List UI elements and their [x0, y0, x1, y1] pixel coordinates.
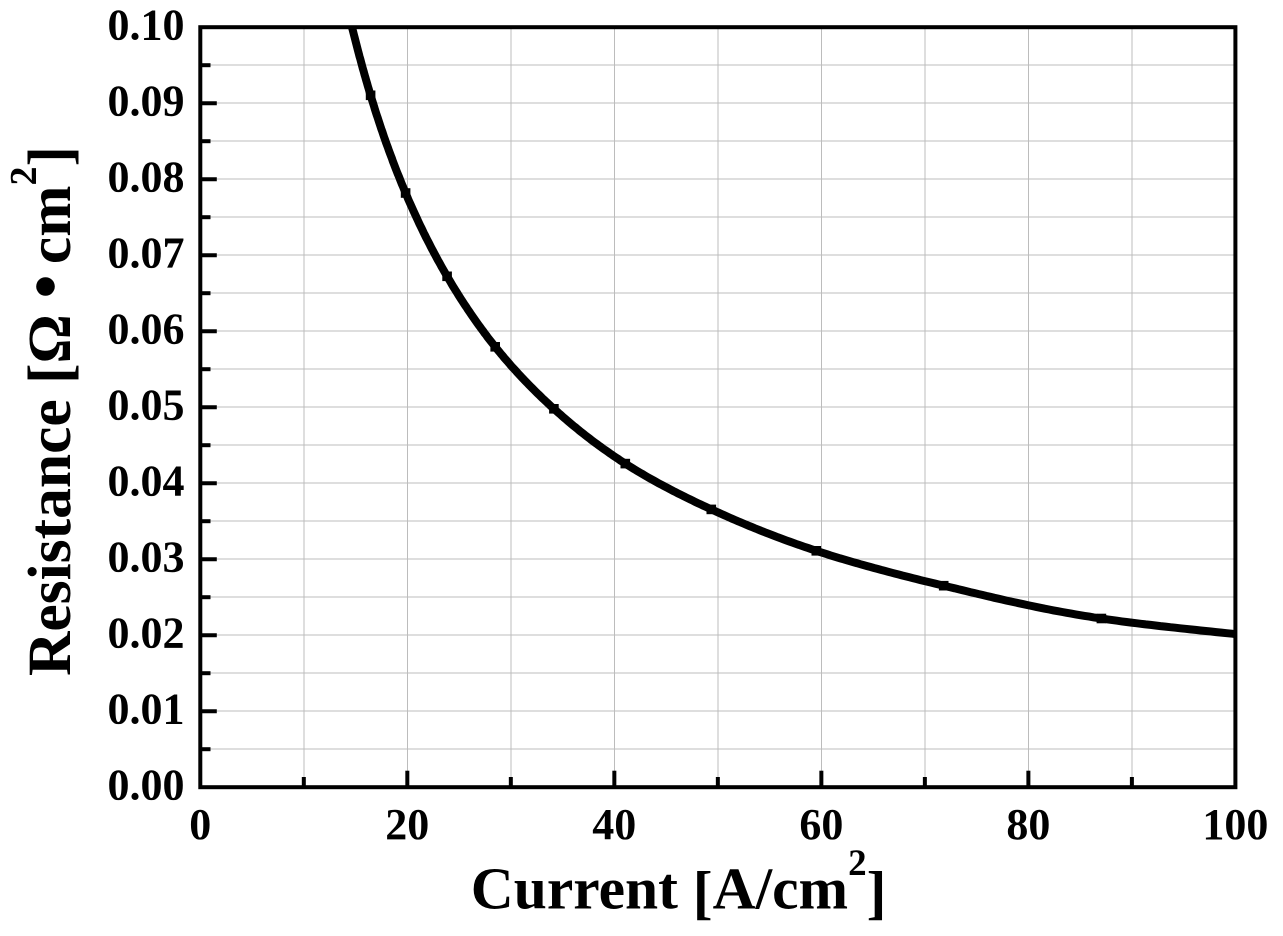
svg-text:0: 0 — [189, 800, 211, 849]
svg-text:40: 40 — [592, 800, 636, 849]
svg-text:0.00: 0.00 — [108, 761, 185, 810]
svg-text:0.02: 0.02 — [108, 609, 185, 658]
svg-text:60: 60 — [799, 800, 843, 849]
svg-text:0.10: 0.10 — [108, 1, 185, 50]
svg-text:Resistance [Ω cm2]: Resistance [Ω cm2] — [3, 146, 84, 676]
svg-text:0.09: 0.09 — [108, 77, 185, 126]
svg-text:0.07: 0.07 — [108, 229, 185, 278]
svg-text:20: 20 — [385, 800, 429, 849]
svg-text:0.01: 0.01 — [108, 685, 185, 734]
svg-text:80: 80 — [1006, 800, 1050, 849]
svg-text:0.05: 0.05 — [108, 381, 185, 430]
svg-text:0.08: 0.08 — [108, 153, 185, 202]
svg-text:0.03: 0.03 — [108, 533, 185, 582]
svg-text:100: 100 — [1202, 800, 1268, 849]
svg-text:0.04: 0.04 — [108, 457, 185, 506]
svg-text:0.06: 0.06 — [108, 305, 185, 354]
svg-text:Current [A/cm2]: Current [A/cm2] — [471, 843, 887, 925]
